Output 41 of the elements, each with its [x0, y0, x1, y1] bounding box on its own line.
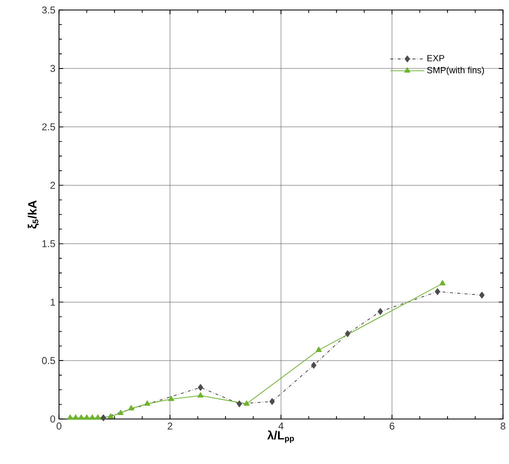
point	[84, 414, 90, 420]
point	[311, 362, 316, 369]
point	[78, 414, 84, 420]
x-tick-label: 0	[56, 422, 62, 430]
point	[168, 396, 174, 402]
point	[72, 414, 79, 420]
y-tick-label: 2	[50, 182, 55, 189]
point	[89, 414, 96, 420]
point	[198, 392, 204, 398]
x-tick-label: 4	[278, 422, 284, 430]
point	[67, 414, 74, 420]
y-tick-label: 0	[50, 415, 56, 423]
y-axis-title: ξ$_{5}$/kA	[28, 200, 39, 229]
x-tick-label: 6	[390, 422, 394, 430]
y-tick-label: 2.5	[42, 123, 56, 130]
point	[434, 288, 440, 296]
point	[316, 346, 322, 352]
legend-label: SMP(with fins)	[427, 66, 484, 76]
point	[269, 398, 275, 405]
point	[198, 384, 204, 391]
point	[108, 413, 114, 419]
point	[128, 405, 134, 410]
legend-label: EXP	[427, 55, 444, 62]
point	[94, 414, 101, 420]
point	[144, 400, 150, 406]
x-tick-label: 8	[500, 422, 506, 430]
point	[244, 400, 250, 406]
x-axis-title: λ/L$_{pp}$	[267, 430, 294, 443]
point	[100, 414, 106, 422]
y-tick-label: 1	[50, 298, 55, 306]
y-tick-label: 0.5	[42, 357, 56, 364]
point	[479, 292, 485, 299]
point	[236, 400, 242, 408]
point	[344, 330, 350, 338]
point	[378, 308, 383, 315]
x-tick-label: 2	[168, 422, 172, 430]
point	[118, 410, 124, 416]
y-tick-label: 3	[50, 64, 56, 72]
y-tick-label: 1.5	[42, 240, 56, 248]
point	[440, 280, 446, 286]
y-tick-label: 3.5	[42, 6, 56, 14]
